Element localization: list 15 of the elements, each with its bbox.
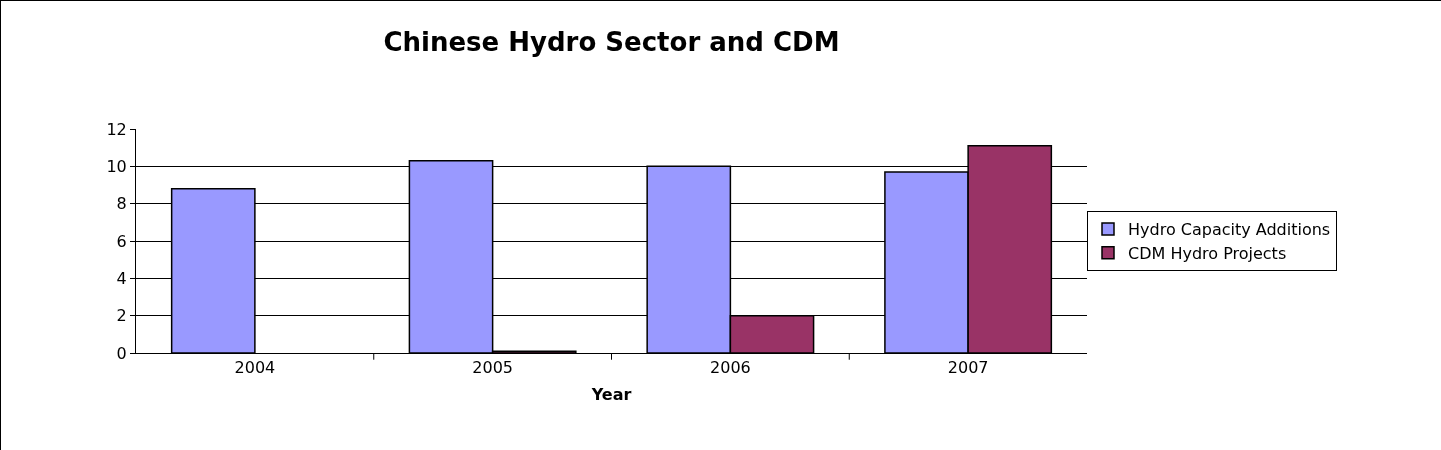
x-tick-label: 2007 (947, 358, 989, 378)
y-tick-label: 0 (116, 343, 127, 363)
y-tick-label: 12 (106, 119, 127, 139)
y-tick-label: 8 (116, 194, 127, 214)
chart-title: Chinese Hydro Sector and CDM (383, 26, 840, 57)
y-tick-label: 6 (116, 231, 127, 251)
x-tick-label: 2004 (234, 358, 276, 378)
y-tick-label: 2 (116, 306, 127, 326)
legend-label: Hydro Capacity Additions (1128, 220, 1331, 240)
x-axis-title: Year (590, 384, 632, 404)
legend-label: CDM Hydro Projects (1128, 243, 1287, 263)
x-tick-label: 2005 (472, 358, 513, 378)
y-tick-label: 10 (106, 156, 127, 176)
y-tick-label: 4 (116, 268, 127, 288)
x-tick-label: 2006 (710, 358, 751, 378)
